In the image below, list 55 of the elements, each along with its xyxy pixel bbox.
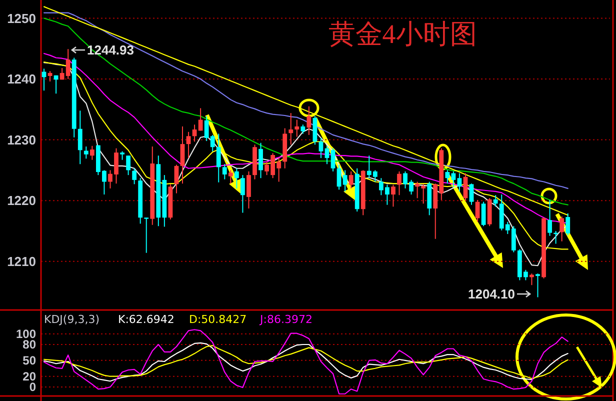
candlestick	[240, 174, 245, 214]
text: D:50.8427	[189, 313, 247, 326]
candlestick	[300, 124, 306, 134]
candlestick	[330, 148, 336, 172]
candlestick	[84, 146, 88, 160]
candlestick	[318, 137, 324, 159]
candlestick	[294, 119, 300, 138]
candlestick	[216, 133, 221, 183]
candlestick	[132, 168, 137, 185]
candlestick	[336, 164, 342, 190]
candlestick	[222, 164, 227, 180]
candlestick	[457, 172, 462, 192]
series-label: J:86.3972	[259, 313, 312, 326]
candlestick	[198, 108, 203, 132]
candlestick	[90, 145, 94, 160]
candlestick	[397, 170, 402, 196]
candlestick	[288, 112, 294, 146]
y-tick-label: 1210	[7, 254, 36, 269]
candlestick	[548, 199, 552, 236]
candlestick	[42, 68, 46, 92]
candlestick	[48, 70, 52, 82]
candlestick	[126, 155, 131, 176]
candlestick	[312, 116, 318, 146]
candlestick	[234, 168, 239, 189]
candlestick	[566, 212, 570, 236]
candlestick	[144, 217, 149, 254]
y-tick-label: 1250	[7, 10, 36, 26]
candlestick	[530, 273, 534, 286]
candlestick	[560, 216, 564, 242]
chart-title: KDJ(9,3,3)	[44, 313, 100, 326]
candlestick	[54, 74, 58, 94]
candlestick	[391, 184, 396, 208]
candlestick	[174, 164, 179, 194]
y-tick-label: 1230	[7, 132, 36, 148]
candlestick	[481, 201, 486, 227]
text: 黄金4小时图	[328, 19, 477, 49]
candlestick	[342, 170, 348, 192]
candlestick	[536, 273, 540, 298]
candlestick	[186, 131, 191, 159]
candlestick	[493, 194, 498, 208]
candlestick	[228, 170, 233, 184]
candlestick	[258, 142, 263, 179]
y-tick-label: 1220	[7, 193, 36, 208]
candlestick	[246, 170, 251, 209]
y-tick-label: 50	[22, 354, 36, 368]
y-tick-label: 1240	[7, 72, 36, 87]
candlestick	[469, 183, 474, 206]
annotation: 1204.10	[468, 286, 515, 302]
candlestick	[348, 170, 354, 189]
text: K:62.6942	[118, 313, 174, 326]
candlestick	[463, 172, 468, 202]
line-series	[43, 329, 568, 394]
candlestick	[306, 106, 312, 136]
candlestick	[78, 110, 82, 165]
candlestick	[180, 126, 185, 184]
